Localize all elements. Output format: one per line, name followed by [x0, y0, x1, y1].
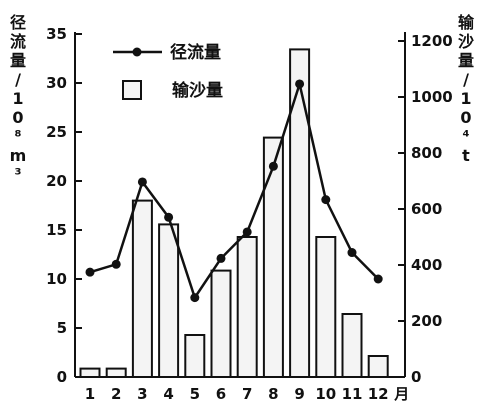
sediment-bar: [158, 223, 180, 378]
right-axis-label-text: 输沙量/1 0 ⁴ t: [458, 13, 475, 165]
right-tick-label: 600: [411, 200, 442, 218]
legend-line-marker: [132, 47, 142, 57]
sediment-bar: [236, 236, 258, 378]
x-tick-label: 3: [137, 385, 147, 403]
left-tick-label: 30: [46, 74, 67, 92]
runoff-point: [268, 161, 278, 171]
runoff-point: [190, 293, 200, 303]
runoff-point: [137, 177, 147, 187]
left-tick-label: 0: [57, 368, 67, 386]
sediment-bar: [105, 367, 127, 379]
sediment-bar: [184, 334, 206, 378]
runoff-point: [295, 79, 305, 89]
x-tick-label: 9: [294, 385, 304, 403]
x-tick-label: 1: [85, 385, 95, 403]
sediment-bar: [289, 48, 311, 379]
x-tick-label: 4: [163, 385, 173, 403]
x-tick-label: 12: [368, 385, 389, 403]
x-tick-label: 2: [111, 385, 121, 403]
runoff-line: [85, 79, 383, 303]
runoff-point: [242, 227, 252, 237]
runoff-point: [216, 253, 226, 263]
x-unit-label: 月: [393, 385, 409, 403]
sediment-bar: [341, 313, 363, 378]
sediment-bar: [210, 269, 232, 379]
sediment-bar: [79, 367, 101, 379]
right-tick-label: 0: [411, 368, 421, 386]
left-tick-label: 25: [46, 123, 67, 141]
runoff-point: [373, 274, 383, 284]
legend-bar-swatch: [122, 80, 142, 100]
runoff-point: [85, 267, 95, 277]
left-tick-label: 10: [46, 270, 67, 288]
sediment-bars: [79, 48, 389, 379]
right-tick-label: 1200: [411, 32, 453, 50]
left-tick-label: 15: [46, 221, 67, 239]
runoff-point: [164, 212, 174, 222]
runoff-point: [321, 195, 331, 205]
runoff-point: [111, 259, 121, 269]
runoff-polyline: [89, 79, 380, 301]
legend-entry-runoff: 径流量: [170, 42, 221, 63]
left-axis-label-text: 径流量/1 0 ⁸ m ³: [10, 13, 27, 184]
x-tick-label: 11: [342, 385, 363, 403]
left-axis-label: 径流量/1 0 ⁸ m ³: [10, 13, 27, 184]
left-tick-label: 20: [46, 172, 67, 190]
legend-entry-sediment: 输沙量: [172, 80, 223, 101]
right-tick-label: 800: [411, 144, 442, 162]
right-tick-label: 200: [411, 312, 442, 330]
sediment-bar: [367, 355, 389, 378]
x-tick-label: 7: [242, 385, 252, 403]
x-tick-label: 6: [216, 385, 226, 403]
sediment-bar: [131, 199, 153, 378]
left-tick-label: 35: [46, 25, 67, 43]
right-tick-label: 400: [411, 256, 442, 274]
runoff-point: [347, 248, 357, 258]
sediment-bar: [262, 136, 284, 378]
right-tick-label: 1000: [411, 88, 453, 106]
x-tick-label: 5: [190, 385, 200, 403]
right-axis-label: 输沙量/1 0 ⁴ t: [458, 13, 475, 165]
left-tick-label: 5: [57, 319, 67, 337]
x-tick-label: 10: [315, 385, 336, 403]
x-tick-label: 8: [268, 385, 278, 403]
sediment-bar: [315, 236, 337, 378]
